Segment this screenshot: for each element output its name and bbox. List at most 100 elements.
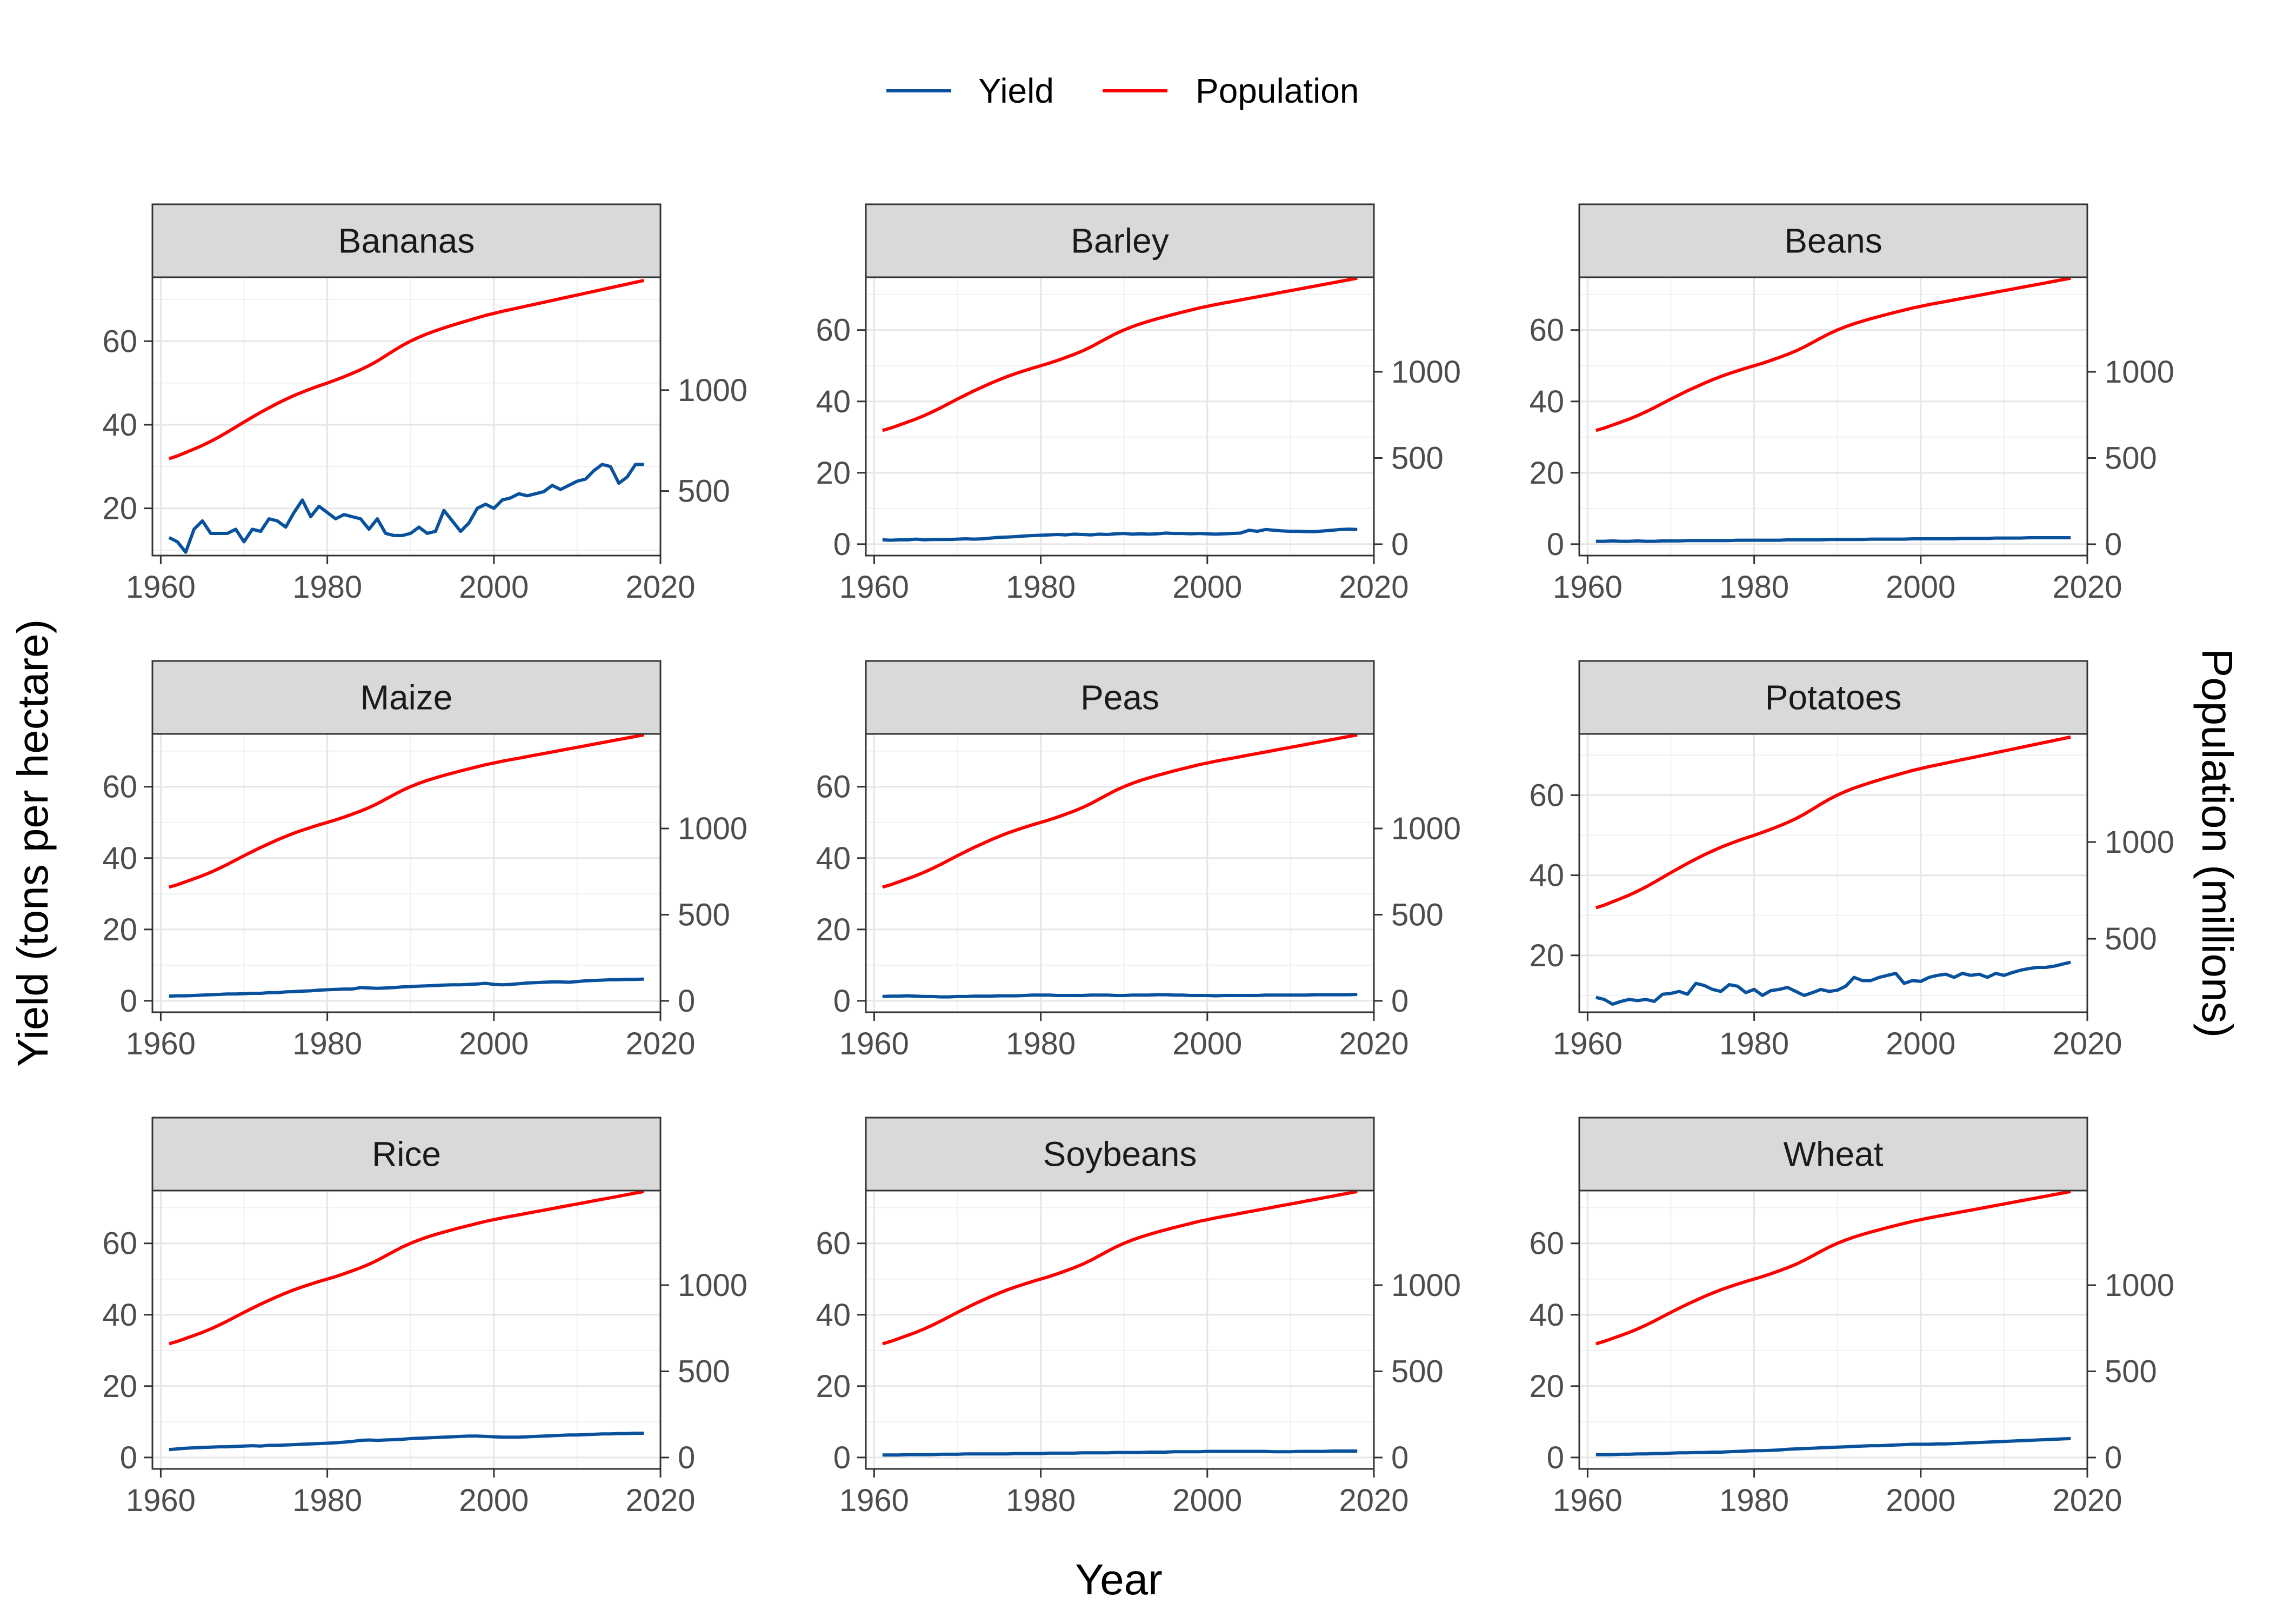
panel-background xyxy=(1579,734,2087,1012)
panel-title: Rice xyxy=(372,1135,441,1174)
legend-population-label: Population xyxy=(1196,71,1359,110)
series-line-population xyxy=(168,733,644,889)
x-axis-title: Year xyxy=(1075,1555,1163,1603)
x-tick-label: 2020 xyxy=(2052,1483,2122,1518)
series-line-yield xyxy=(169,977,644,998)
y-tick-label: 40 xyxy=(1529,384,1564,419)
x-tick-label: 2000 xyxy=(1886,1483,1955,1518)
panel-title: Maize xyxy=(360,678,453,717)
y-tick-label: 40 xyxy=(1529,858,1564,893)
y-tick-label: 60 xyxy=(816,313,851,348)
series-line-population xyxy=(168,279,644,460)
legend: Yield Population xyxy=(886,71,1359,110)
panel-border xyxy=(151,733,662,1013)
legend-yield-label: Yield xyxy=(978,71,1054,110)
y-tick-label: 40 xyxy=(102,841,137,876)
y-tick-label: 60 xyxy=(102,324,137,359)
population-tick-label: 1000 xyxy=(678,811,747,846)
population-tick-label: 0 xyxy=(1391,984,1408,1019)
population-tick-label: 500 xyxy=(2105,440,2157,476)
population-tick-label: 500 xyxy=(1391,440,1444,476)
x-tick-label: 1960 xyxy=(126,1483,196,1518)
panel-beans: Beans 1960 1980 2000 2020 0 20 40 60 0 500 1000 xyxy=(1529,203,2174,605)
panel-background xyxy=(866,277,1374,556)
population-tick-label: 1000 xyxy=(678,373,747,408)
series-line-population xyxy=(1595,276,2071,432)
x-tick-label: 2000 xyxy=(1172,1483,1242,1518)
x-tick-label: 1980 xyxy=(1719,1483,1789,1518)
panel-background xyxy=(152,277,660,556)
x-tick-label: 2000 xyxy=(459,1026,529,1061)
series-line-yield xyxy=(169,1432,644,1452)
y-tick-label: 60 xyxy=(1529,778,1564,813)
x-tick-label: 2020 xyxy=(2052,570,2122,605)
panel-border xyxy=(1578,276,2088,557)
panel-title: Potatoes xyxy=(1765,678,1902,717)
panel-rice: Rice 1960 1980 2000 2020 0 20 40 60 0 500 1000 xyxy=(102,1117,747,1518)
y-tick-label: 40 xyxy=(102,407,137,443)
series-line-yield xyxy=(1595,536,2071,543)
x-tick-label: 2000 xyxy=(1172,1026,1242,1061)
population-tick-label: 0 xyxy=(2105,1440,2122,1475)
y-tick-label: 20 xyxy=(1529,1369,1564,1404)
x-tick-label: 1980 xyxy=(1006,1483,1076,1518)
panel-strip xyxy=(151,660,662,735)
y-axis-left-title: Yield (tons per hectare) xyxy=(9,619,57,1067)
panel-title: Soybeans xyxy=(1043,1135,1197,1174)
x-tick-label: 2020 xyxy=(625,1026,695,1061)
series-line-population xyxy=(1595,735,2071,910)
x-tick-label: 1960 xyxy=(126,570,196,605)
x-tick-label: 2000 xyxy=(459,570,529,605)
panel-border xyxy=(865,733,1375,1013)
panel-border xyxy=(1578,1189,2088,1470)
population-tick-label: 0 xyxy=(1391,527,1408,562)
panel-strip xyxy=(1578,203,2088,278)
panel-peas: Peas 1960 1980 2000 2020 0 20 40 60 0 500 1000 xyxy=(816,660,1461,1061)
population-tick-label: 0 xyxy=(678,984,695,1019)
x-tick-label: 1980 xyxy=(292,1026,362,1061)
panel-title: Bananas xyxy=(338,222,475,260)
series-line-population xyxy=(1595,1189,2071,1346)
x-tick-label: 2000 xyxy=(1886,570,1955,605)
panel-strip xyxy=(151,203,662,278)
x-tick-label: 1960 xyxy=(839,1483,909,1518)
x-tick-label: 1980 xyxy=(1006,1026,1076,1061)
series-line-population xyxy=(882,1189,1358,1346)
population-tick-label: 0 xyxy=(2105,527,2122,562)
x-tick-label: 1980 xyxy=(292,570,362,605)
series-line-yield xyxy=(1595,1436,2071,1456)
x-tick-label: 1980 xyxy=(1006,570,1076,605)
population-tick-label: 1000 xyxy=(678,1268,747,1303)
population-tick-label: 500 xyxy=(1391,1354,1444,1389)
population-tick-label: 500 xyxy=(2105,921,2157,957)
population-tick-label: 500 xyxy=(1391,897,1444,932)
x-tick-label: 1960 xyxy=(839,1026,909,1061)
panel-barley: Barley 1960 1980 2000 2020 0 20 40 60 0 500 1000 xyxy=(816,203,1461,605)
population-tick-label: 500 xyxy=(2105,1354,2157,1389)
series-line-population xyxy=(882,733,1358,889)
y-tick-label: 0 xyxy=(1547,1440,1564,1475)
panel-background xyxy=(152,734,660,1012)
y-tick-label: 40 xyxy=(816,384,851,419)
y-tick-label: 40 xyxy=(102,1298,137,1333)
x-tick-label: 1960 xyxy=(1553,570,1623,605)
y-tick-label: 0 xyxy=(833,527,851,562)
series-line-yield xyxy=(1595,960,2071,1006)
y-tick-label: 20 xyxy=(816,1369,851,1404)
panel-strip xyxy=(865,1117,1375,1192)
panel-border xyxy=(865,1189,1375,1470)
x-tick-label: 2020 xyxy=(1339,570,1408,605)
x-tick-label: 1980 xyxy=(1719,570,1789,605)
panel-strip xyxy=(151,1117,662,1192)
x-tick-label: 1960 xyxy=(126,1026,196,1061)
x-tick-label: 1960 xyxy=(1553,1026,1623,1061)
y-tick-label: 20 xyxy=(102,912,137,947)
panel-background xyxy=(152,1191,660,1469)
x-tick-label: 2020 xyxy=(2052,1026,2122,1061)
x-tick-label: 2020 xyxy=(1339,1483,1408,1518)
y-axis-right-title: Population (millions) xyxy=(2193,649,2241,1038)
